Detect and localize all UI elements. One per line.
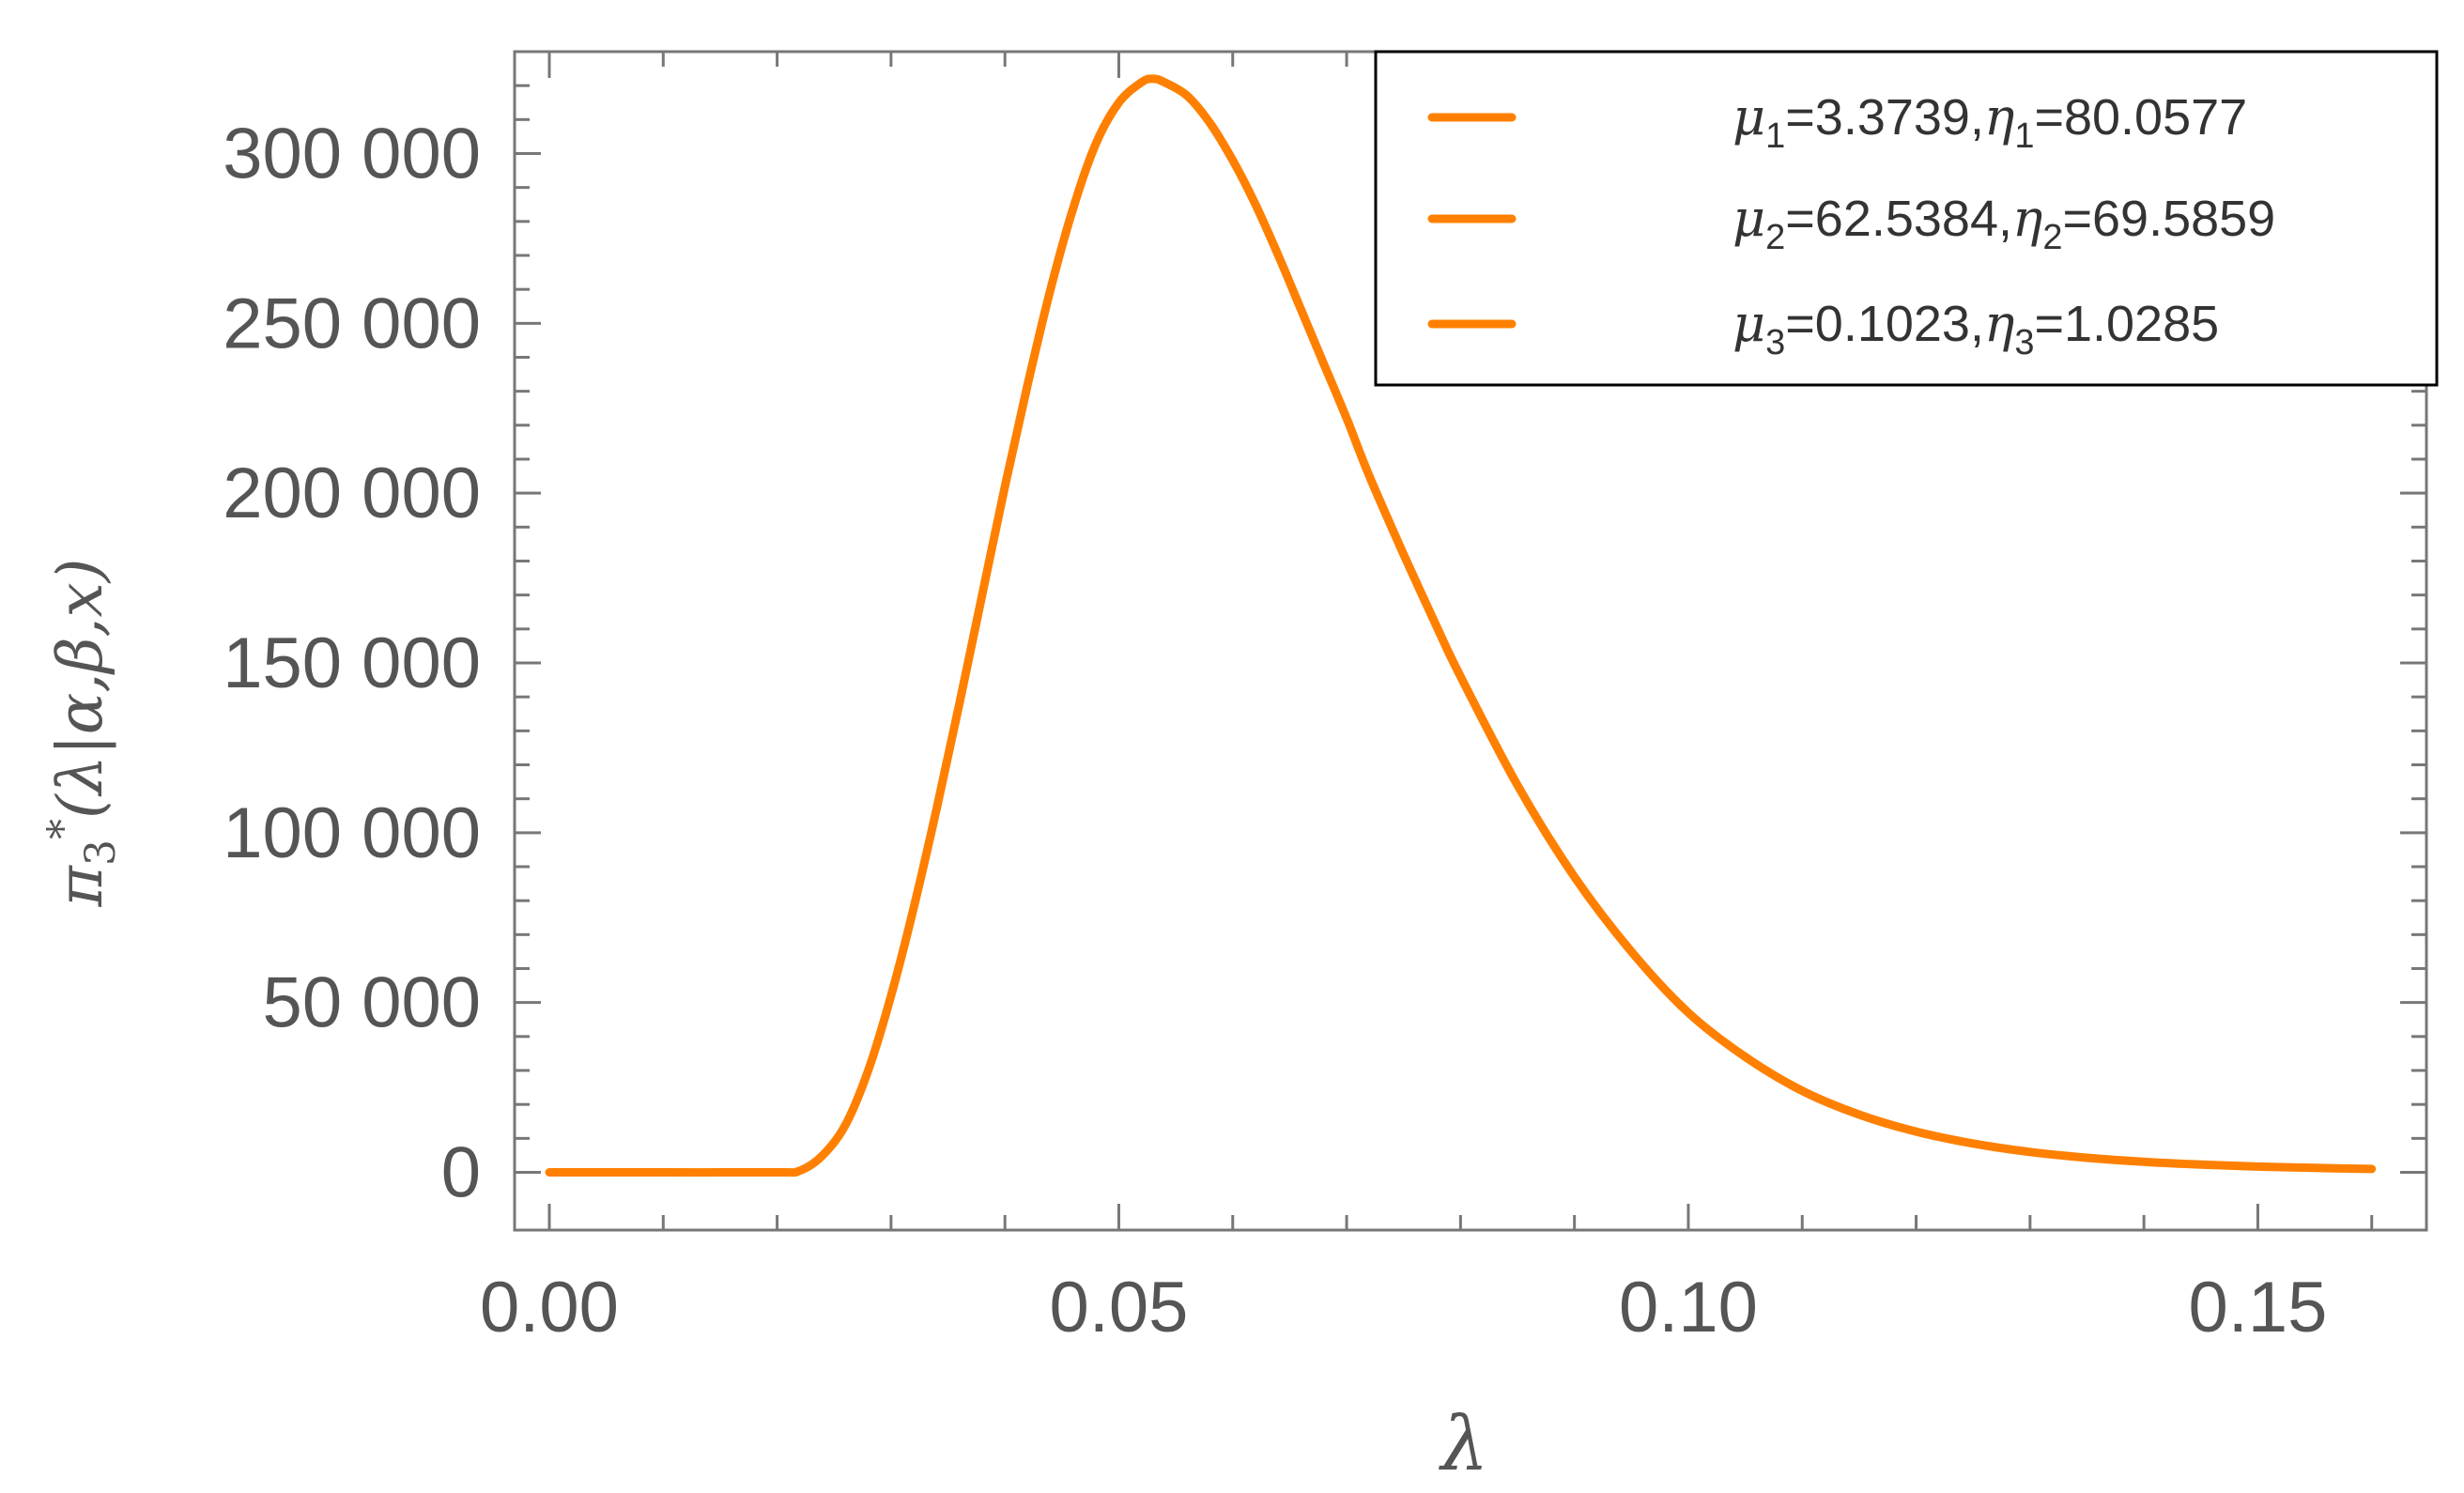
y-axis-subscript: 3	[77, 839, 125, 866]
legend-box	[1374, 50, 2439, 387]
legend-item: μ2=62.5384,η2=69.5859	[1427, 189, 2275, 257]
y-axis-args: (λ|α,β,x)	[44, 559, 116, 819]
y-tick-label: 200 000	[223, 454, 481, 533]
y-axis-symbol: π	[44, 864, 116, 907]
series-line	[545, 74, 2377, 1177]
svg-text:π3*(λ|α,β,x): π3*(λ|α,β,x)	[39, 559, 125, 908]
x-tick-label: 0.05	[1050, 1268, 1189, 1347]
x-tick-label: 0.15	[2188, 1268, 2327, 1347]
x-axis-title: λ	[1439, 1400, 1489, 1487]
y-axis-superscript: *	[39, 819, 87, 839]
x-tick-labels: 0.00 0.05 0.10 0.15	[480, 1268, 2327, 1347]
legend-item: μ3=0.1023,η3=1.0285	[1427, 294, 2219, 362]
legend-items: μ1=3.3739,η1=80.0577 μ2=62.5384,η2=69.585…	[1427, 87, 2275, 362]
legend-label: μ2=62.5384,η2=69.5859	[1732, 189, 2275, 257]
legend: μ1=3.3739,η1=80.0577 μ2=62.5384,η2=69.585…	[1374, 50, 2439, 387]
y-tick-labels: 0 50 000 100 000 150 000 200 000 250 000 300 0…	[223, 115, 481, 1213]
x-tick-label: 0.00	[480, 1268, 619, 1347]
y-tick-label: 300 000	[223, 115, 481, 194]
y-axis-title: π3*(λ|α,β,x)	[39, 559, 125, 908]
x-tick-label: 0.10	[1619, 1268, 1758, 1347]
legend-label: μ1=3.3739,η1=80.0577	[1732, 87, 2247, 156]
y-tick-label: 150 000	[223, 623, 481, 703]
y-tick-label: 250 000	[223, 284, 481, 363]
y-tick-label: 50 000	[263, 963, 481, 1043]
legend-item: μ1=3.3739,η1=80.0577	[1427, 87, 2247, 156]
legend-label: μ3=0.1023,η3=1.0285	[1732, 294, 2219, 362]
y-tick-label: 100 000	[223, 793, 481, 873]
y-tick-label: 0	[441, 1133, 481, 1213]
